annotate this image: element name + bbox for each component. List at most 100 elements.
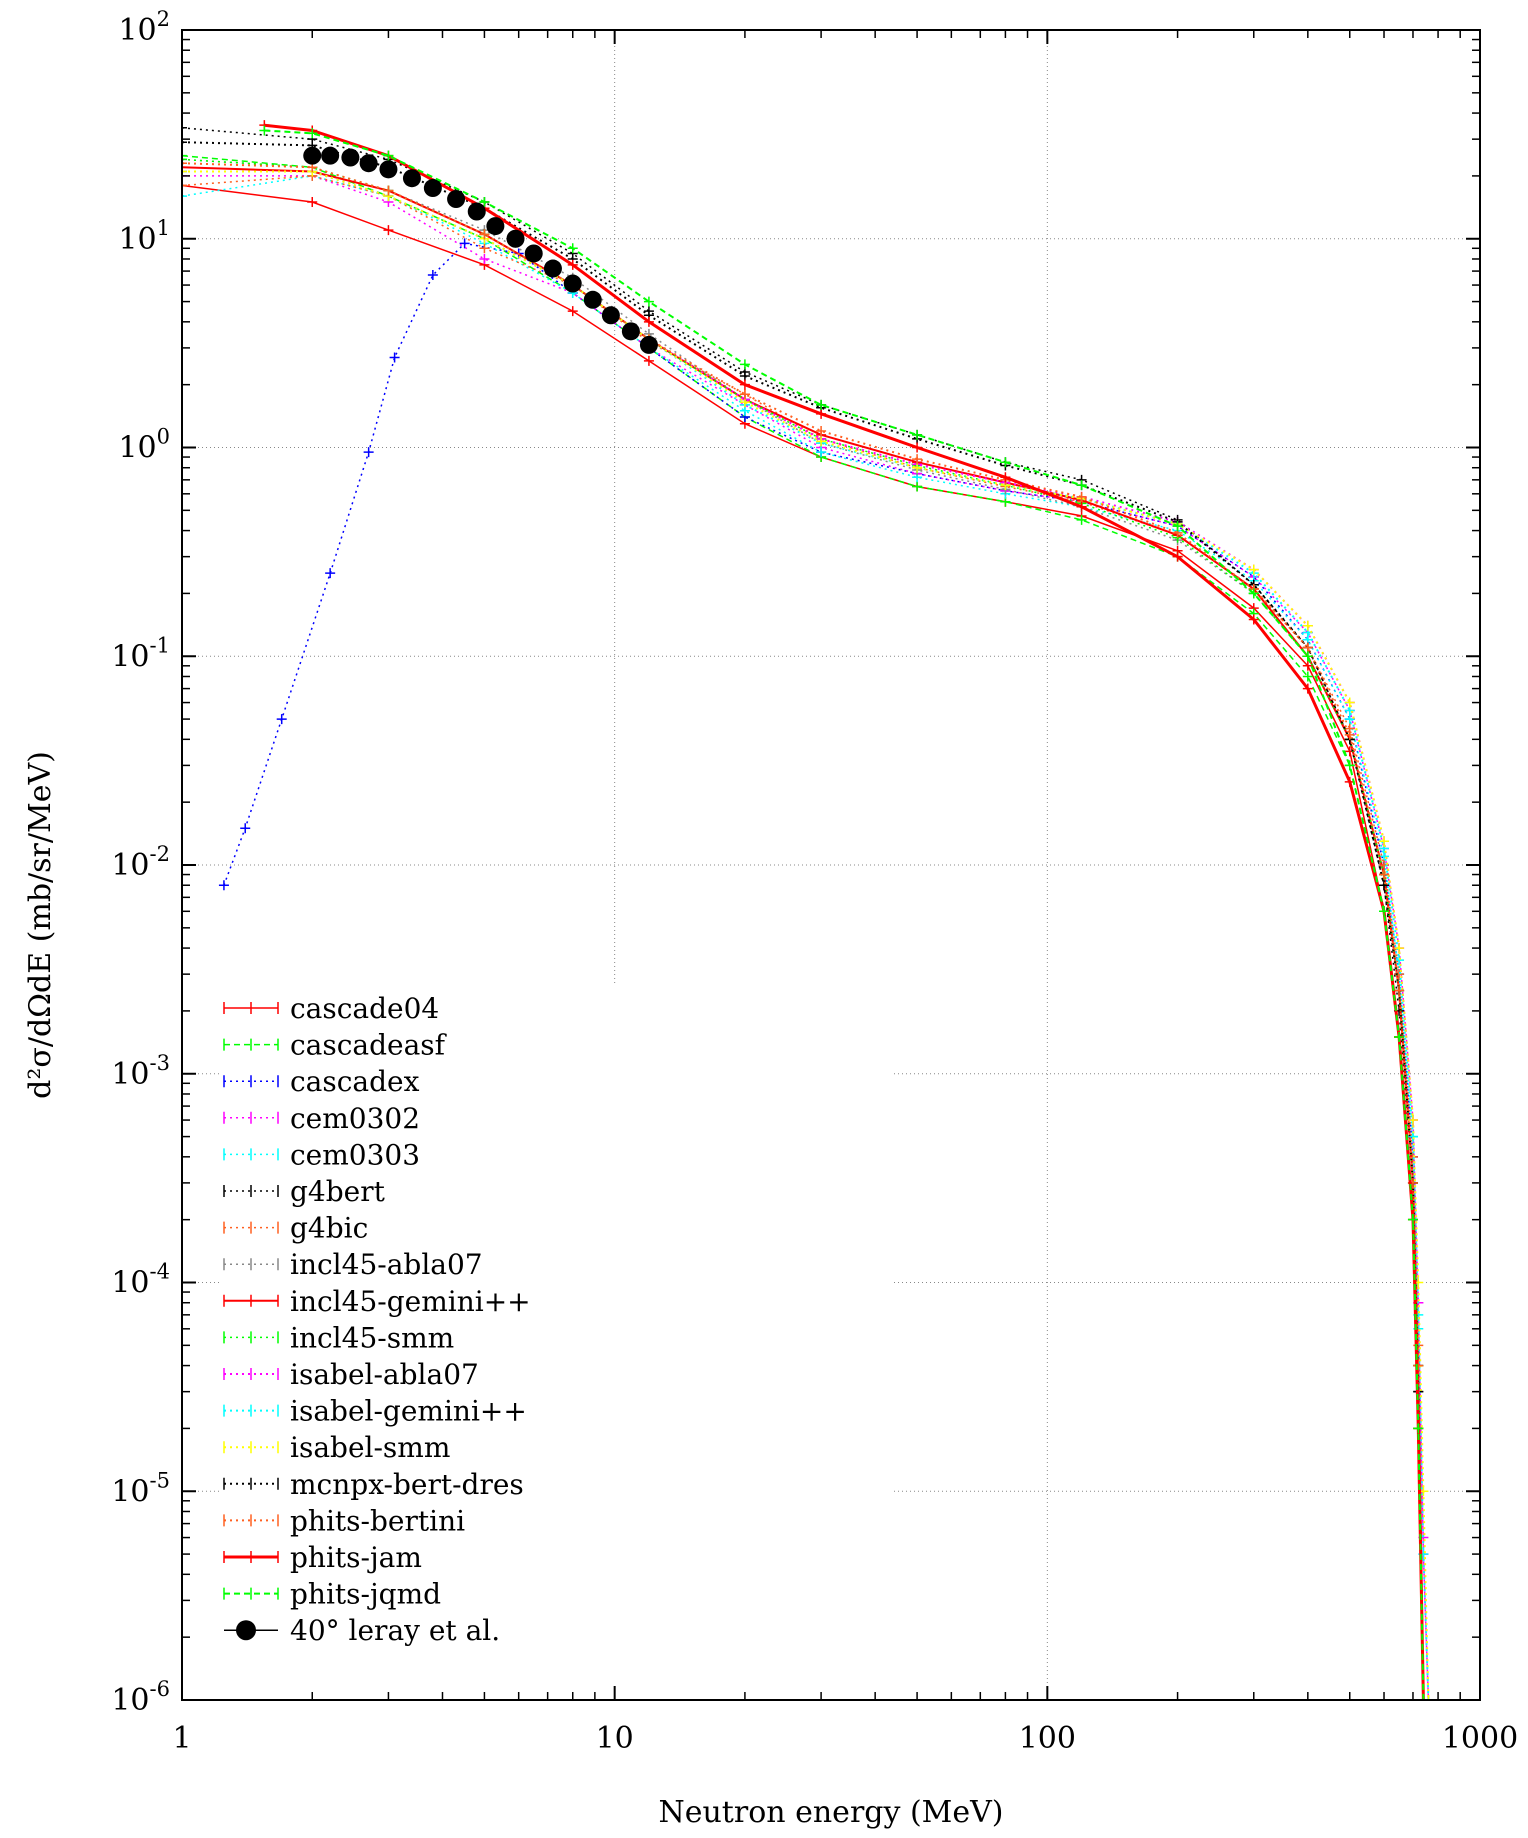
data-point xyxy=(218,880,229,891)
data-point xyxy=(1302,660,1313,671)
data-point xyxy=(383,185,394,196)
legend-marker xyxy=(223,1258,279,1271)
legend-label: cem0302 xyxy=(290,1102,420,1135)
data-point xyxy=(1302,671,1313,682)
legend-marker xyxy=(223,1185,279,1197)
legend-marker xyxy=(223,1477,279,1490)
data-point xyxy=(639,335,658,354)
series-40-leray-et-al- xyxy=(303,146,658,354)
legend-marker xyxy=(223,1075,279,1088)
series-line xyxy=(182,175,1425,1700)
data-point xyxy=(182,162,187,173)
data-point xyxy=(341,148,360,167)
data-point xyxy=(643,296,654,307)
data-point xyxy=(1407,1115,1418,1126)
data-point xyxy=(1407,1214,1418,1225)
data-point xyxy=(325,568,336,579)
data-point xyxy=(486,217,505,236)
y-axis-title: d²σ/dΩdE (mb/sr/MeV) xyxy=(23,751,58,1099)
data-point xyxy=(182,158,187,169)
data-point xyxy=(182,150,187,161)
legend-marker xyxy=(223,1368,279,1380)
data-point xyxy=(389,352,400,363)
data-point xyxy=(359,154,378,173)
data-point xyxy=(563,274,582,293)
legend-item: cascadeasf xyxy=(223,1029,448,1062)
legend-label: mcnpx-bert-dres xyxy=(290,1468,524,1501)
y-tick-label: 10-2 xyxy=(111,842,170,883)
data-point xyxy=(506,229,525,248)
data-point xyxy=(383,225,394,236)
x-tick-label: 1000 xyxy=(1442,1721,1518,1756)
data-point xyxy=(447,190,466,209)
x-tick-label: 1 xyxy=(172,1721,191,1756)
data-point xyxy=(567,243,578,254)
legend-item: incl45-smm xyxy=(223,1321,454,1354)
data-point xyxy=(739,359,750,370)
legend-item: incl45-abla07 xyxy=(223,1248,483,1281)
data-point xyxy=(816,436,827,447)
data-point xyxy=(259,125,270,136)
legend-marker xyxy=(223,1441,279,1454)
data-point xyxy=(1344,760,1355,771)
y-tick-label: 102 xyxy=(118,7,170,48)
data-point xyxy=(1394,1031,1405,1042)
legend-marker xyxy=(223,1038,279,1051)
data-point xyxy=(423,179,442,198)
data-point xyxy=(363,447,374,458)
data-point xyxy=(1248,588,1259,599)
data-point xyxy=(182,122,187,133)
legend-item: isabel-abla07 xyxy=(223,1358,479,1391)
series-line xyxy=(182,158,1425,1700)
y-tick-label: 101 xyxy=(118,216,170,257)
data-point xyxy=(321,146,340,165)
data-point xyxy=(459,238,470,249)
data-point xyxy=(182,191,187,202)
data-point xyxy=(643,355,654,366)
y-tick-label: 100 xyxy=(118,425,170,466)
legend-item: phits-jam xyxy=(223,1541,422,1574)
data-point xyxy=(1172,521,1183,532)
legend-marker xyxy=(236,1620,256,1641)
data-point xyxy=(379,160,398,179)
data-point xyxy=(912,481,923,492)
data-point xyxy=(524,244,543,263)
data-point xyxy=(739,389,750,400)
data-point xyxy=(182,154,187,165)
data-point xyxy=(240,823,251,834)
data-point xyxy=(307,196,318,207)
legend-item: phits-jqmd xyxy=(223,1578,441,1611)
data-point xyxy=(1302,620,1313,631)
legend-label: isabel-abla07 xyxy=(290,1358,479,1391)
data-point xyxy=(276,714,287,725)
series-line xyxy=(182,175,1425,1700)
legend-label: incl45-abla07 xyxy=(290,1248,483,1281)
data-point xyxy=(1379,906,1390,917)
y-tick-label: 10-3 xyxy=(111,1051,170,1092)
data-point xyxy=(601,306,620,325)
data-point xyxy=(1418,1695,1429,1700)
legend-label: isabel-gemini++ xyxy=(290,1395,527,1428)
data-point xyxy=(1172,551,1183,562)
data-point xyxy=(816,408,827,419)
data-point xyxy=(1344,697,1355,708)
data-point xyxy=(816,447,827,458)
y-tick-label: 10-6 xyxy=(111,1677,170,1718)
x-tick-label: 100 xyxy=(1019,1721,1076,1756)
axis-ticks xyxy=(181,29,1481,1701)
tick-labels: 1 10 100 1000 10-6 10-5 10-4 10-3 10-2 10-1 100 101… xyxy=(111,7,1518,1756)
data-point xyxy=(303,146,322,165)
series-phits-jqmd xyxy=(259,125,1429,1700)
x-axis-title: Neutron energy (MeV) xyxy=(658,1795,1003,1830)
data-point xyxy=(543,259,562,278)
data-point xyxy=(1379,880,1390,891)
data-point xyxy=(912,442,923,453)
legend-item: mcnpx-bert-dres xyxy=(223,1468,524,1501)
legend-marker xyxy=(223,1514,279,1527)
data-point xyxy=(383,150,394,161)
data-point xyxy=(1076,491,1087,502)
legend-marker xyxy=(223,1002,279,1014)
legend-item: isabel-gemini++ xyxy=(223,1395,527,1428)
data-point xyxy=(1076,501,1087,512)
